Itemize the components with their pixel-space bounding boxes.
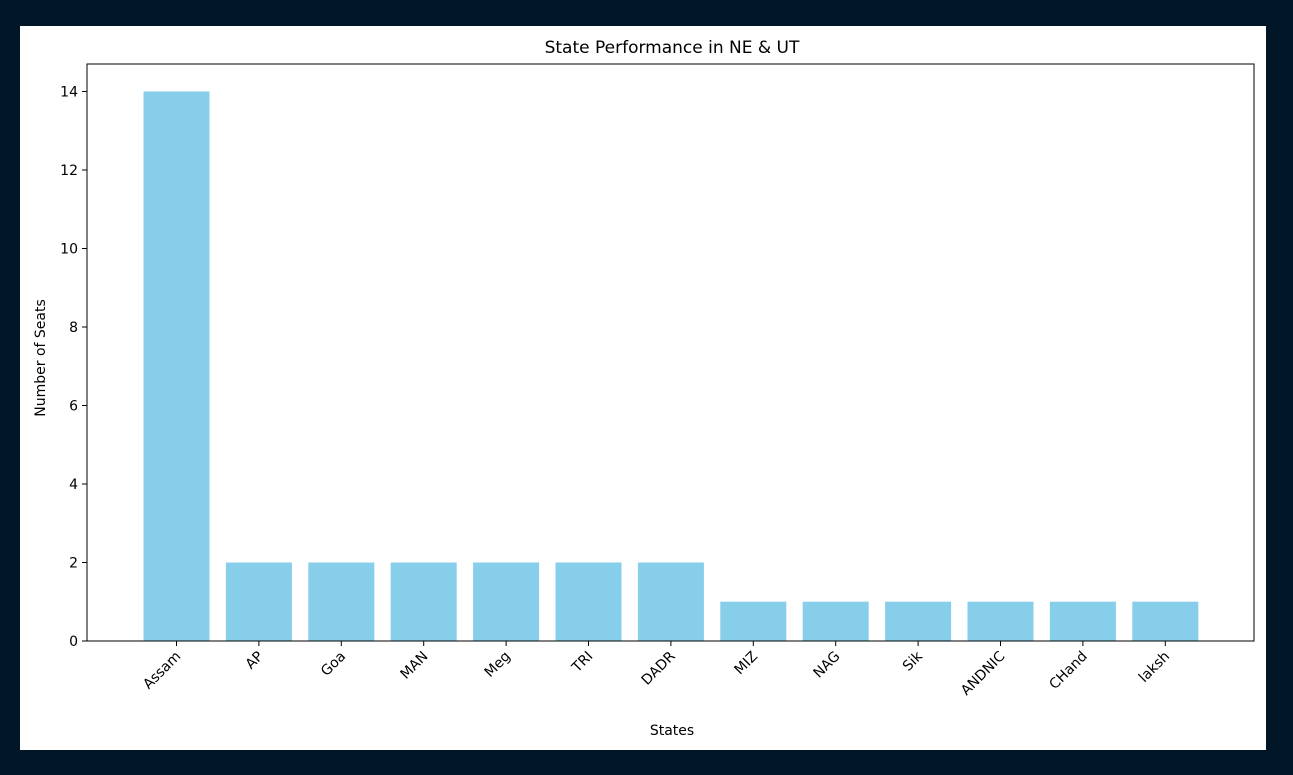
x-axis-ticks: Assam AP Goa MAN Meg TRI DADR MIZ NAG Sik ANDNIC CH… [140, 641, 1173, 699]
x-tick-label: TRI [568, 649, 596, 677]
y-axis-ticks: 0 2 4 6 8 10 12 14 [60, 84, 87, 650]
y-tick-label: 12 [60, 163, 78, 179]
x-tick-label: Goa [318, 649, 349, 680]
x-tick-label: DADR [639, 648, 679, 688]
bar-ap [225, 562, 292, 641]
bars-group [143, 91, 1199, 641]
bar-nag [802, 601, 869, 641]
bar-man [390, 562, 457, 641]
bar-sik [885, 601, 952, 641]
y-tick-label: 14 [60, 84, 78, 100]
bar-chand [1049, 601, 1116, 641]
x-tick-label: laksh [1136, 649, 1173, 686]
chart-figure: State Performance in NE & UT 0 2 4 6 8 10 12 14… [20, 26, 1266, 750]
bar-andnic [967, 601, 1034, 641]
y-tick-label: 6 [69, 398, 78, 414]
bar-miz [720, 601, 787, 641]
x-tick-label: Meg [482, 649, 514, 681]
bar-laksh [1132, 601, 1199, 641]
x-tick-label: ANDNIC [958, 648, 1009, 699]
x-tick-label: MIZ [732, 649, 762, 679]
x-axis-label: States [650, 723, 694, 739]
chart-title: State Performance in NE & UT [545, 38, 800, 58]
bar-chart: State Performance in NE & UT 0 2 4 6 8 10 12 14… [33, 38, 1255, 739]
plot-area-frame [86, 63, 1255, 642]
x-tick-label: AP [243, 649, 267, 673]
bar-assam [143, 91, 210, 641]
bar-tri [555, 562, 622, 641]
x-tick-label: MAN [397, 649, 431, 683]
x-tick-label: Sik [900, 648, 927, 675]
y-tick-label: 2 [69, 555, 78, 571]
x-tick-label: NAG [811, 649, 844, 682]
bar-goa [308, 562, 375, 641]
y-tick-label: 4 [69, 477, 78, 493]
y-axis-label: Number of Seats [33, 299, 49, 417]
y-tick-label: 8 [69, 320, 78, 336]
bar-meg [473, 562, 540, 641]
y-tick-label: 0 [69, 634, 78, 650]
y-tick-label: 10 [60, 241, 78, 257]
x-tick-label: CHand [1046, 649, 1090, 693]
bar-dadr [637, 562, 704, 641]
x-tick-label: Assam [140, 649, 184, 693]
